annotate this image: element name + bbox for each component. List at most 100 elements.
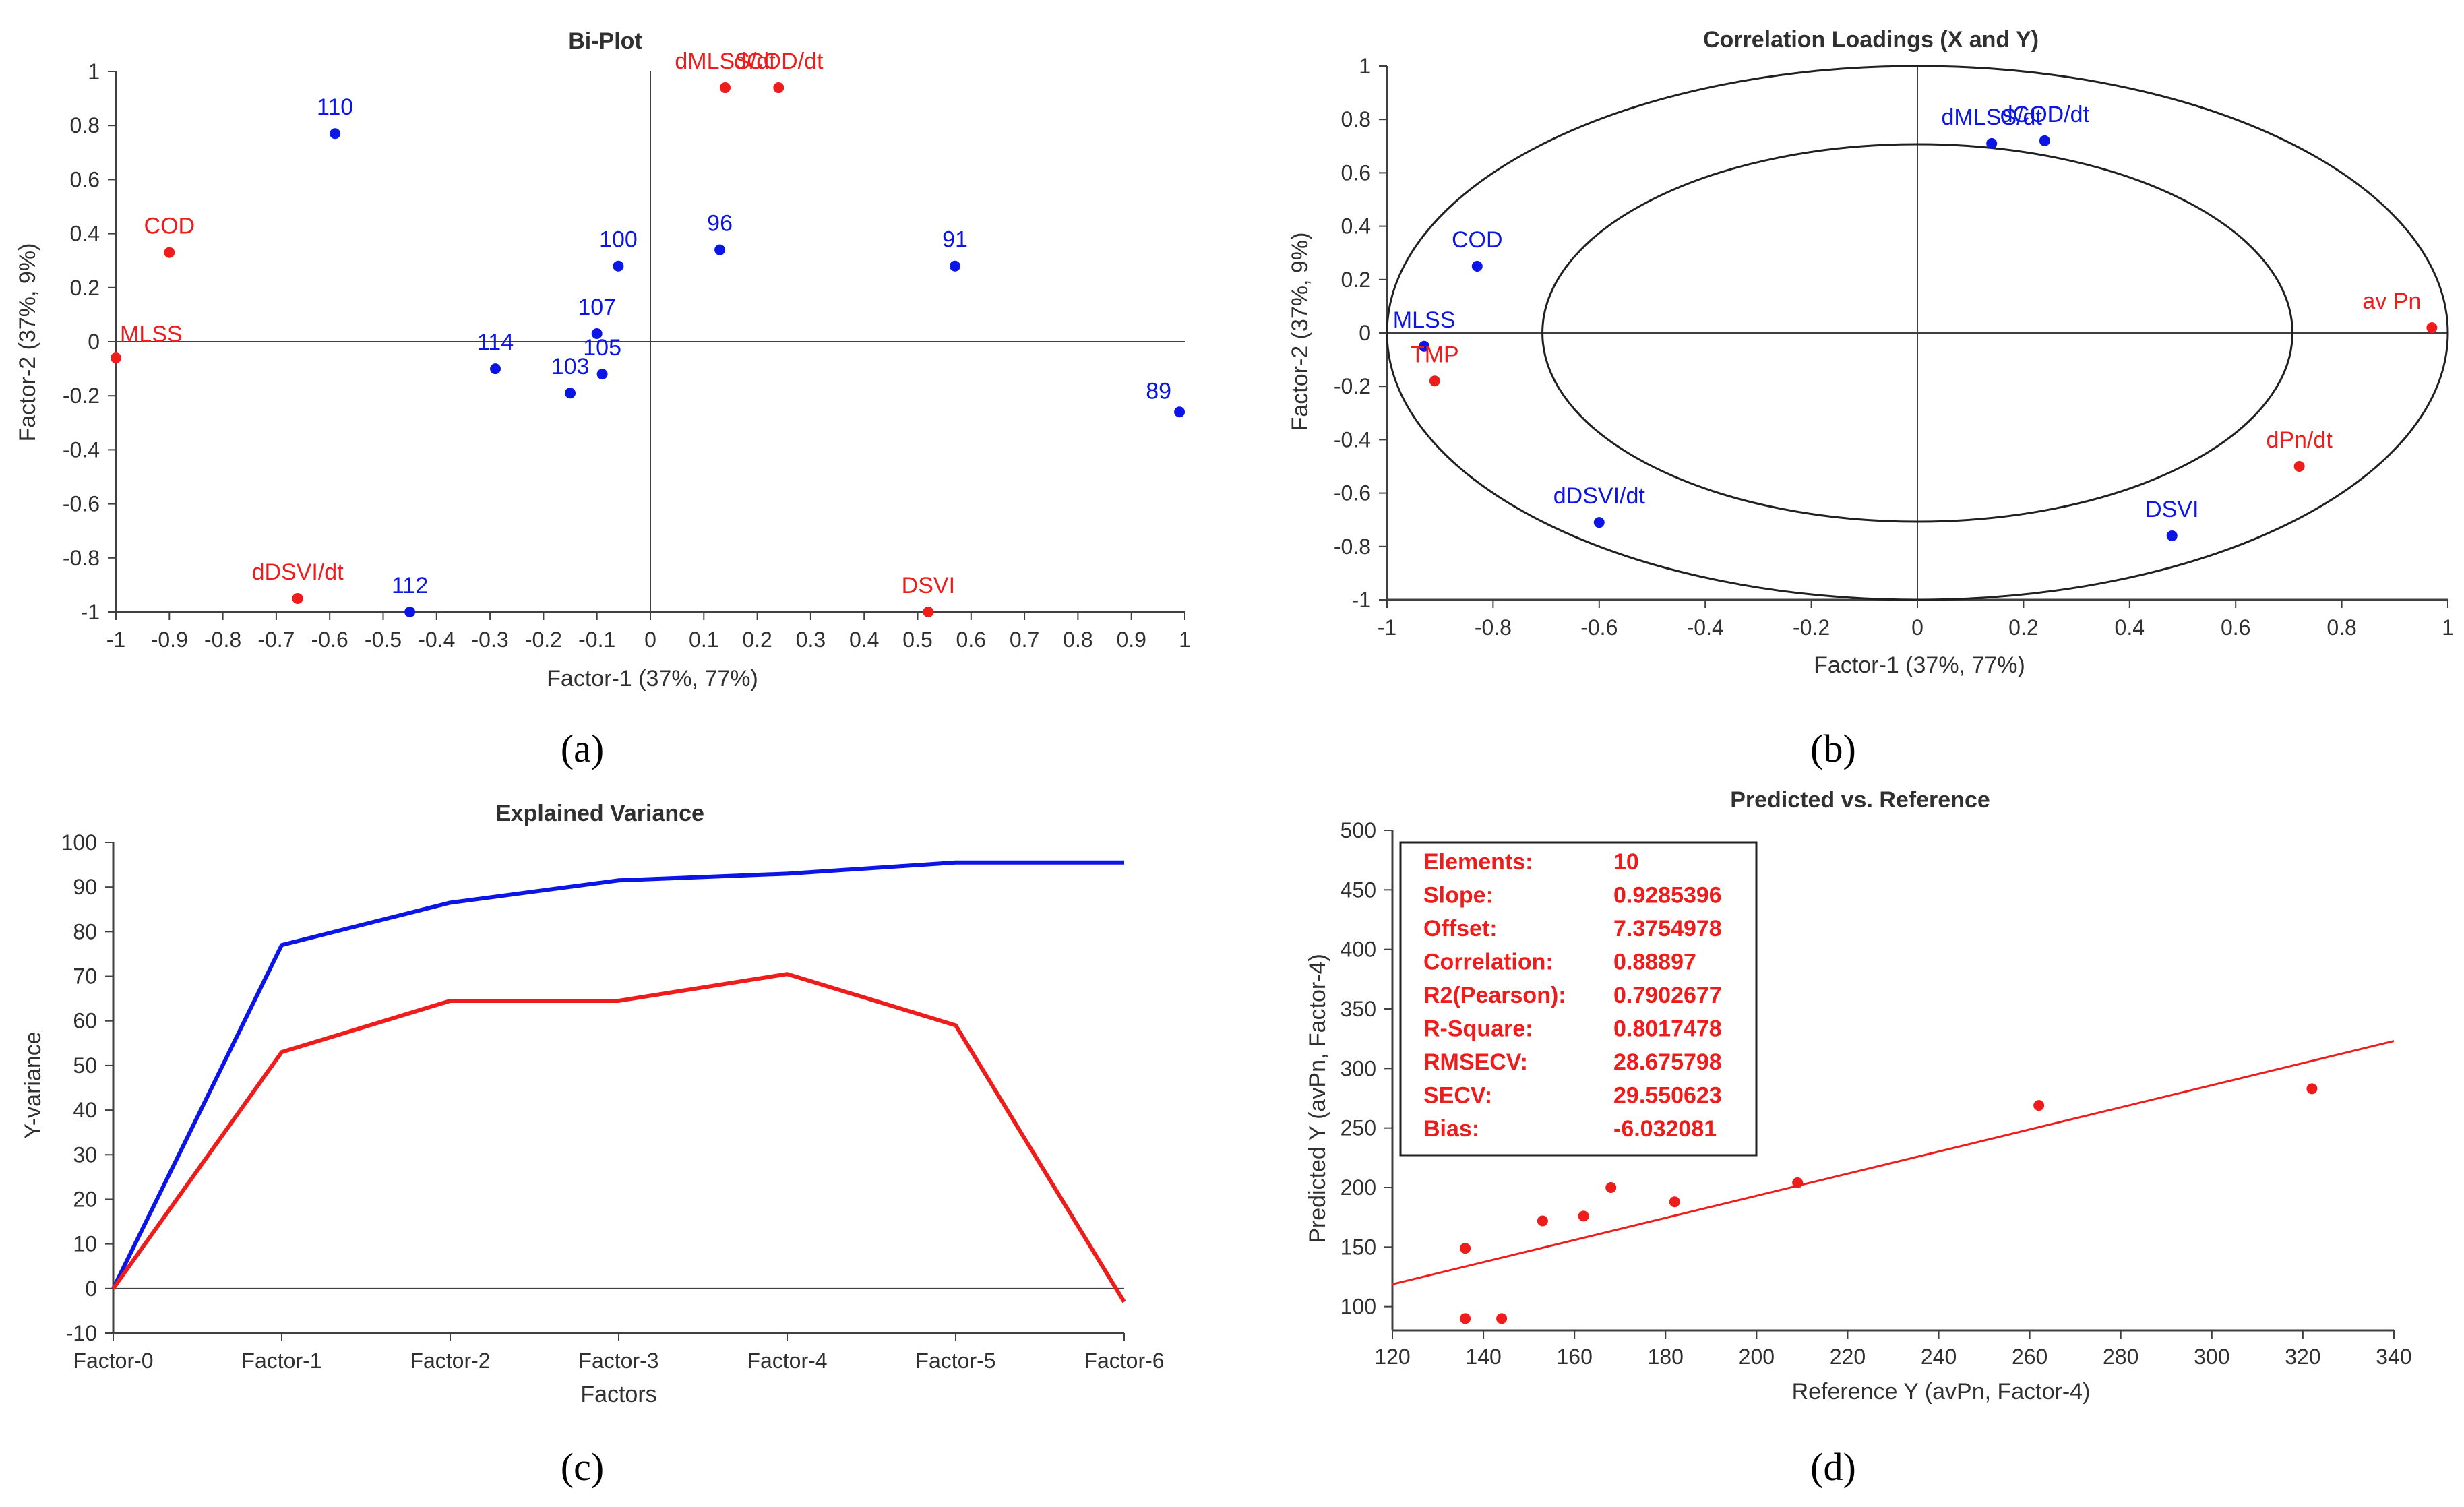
- biplot-xlabel: Factor-1 (37%, 77%): [547, 666, 758, 691]
- stats-label: Slope:: [1423, 883, 1493, 909]
- predicted-point: [1460, 1243, 1471, 1254]
- predicted-point: [1496, 1313, 1508, 1324]
- biplot-x-tick-label: 1: [1179, 627, 1191, 652]
- loadings-y-tick-label: 0.4: [1341, 214, 1371, 239]
- correlation-circle: [1541, 143, 2293, 523]
- stats-box: [1399, 841, 1758, 1157]
- loadings-x-tick-label: 0: [1911, 615, 1923, 640]
- predicted-point: [2033, 1100, 2045, 1111]
- biplot-x-tick-label: 0.2: [742, 627, 772, 652]
- predicted-point: [2306, 1083, 2318, 1095]
- biplot-x-tick-label: -0.3: [472, 627, 509, 652]
- stats-value: 0.88897: [1613, 950, 1696, 975]
- variance-series-line-blue: [111, 860, 1124, 1290]
- variance-y-tick-label: 100: [61, 830, 97, 855]
- biplot-x-tick-label: -0.1: [578, 627, 615, 652]
- predicted-x-tick-label: 240: [1921, 1345, 1957, 1369]
- biplot-point: [613, 260, 624, 272]
- stats-label: Bias:: [1423, 1116, 1479, 1142]
- predicted-point: [1578, 1210, 1589, 1222]
- biplot-x-tick-label: -0.9: [151, 627, 188, 652]
- variance-x-tick-label: Factor-1: [241, 1349, 321, 1373]
- loadings-y-tick-label: 0.8: [1341, 107, 1371, 131]
- loadings-y-tick-label: 0.2: [1341, 268, 1371, 292]
- predicted-y-tick-label: 150: [1341, 1235, 1376, 1259]
- caption-c: (c): [561, 1445, 604, 1489]
- loadings-point-label: dDSVI/dt: [1553, 483, 1646, 509]
- variance-x-tick-label: Factor-2: [410, 1349, 490, 1373]
- loadings-y-tick-label: -0.8: [1334, 534, 1371, 559]
- loadings-x-tick-label: 0.8: [2327, 615, 2356, 640]
- stats-label: Correlation:: [1423, 950, 1553, 975]
- stats-value: 0.9285396: [1613, 883, 1722, 909]
- predicted-x-tick-label: 320: [2285, 1345, 2320, 1369]
- stats-label: R-Square:: [1423, 1016, 1533, 1042]
- explained-variance-title: Explained Variance: [495, 801, 704, 826]
- biplot-point-label: dCOD/dt: [734, 49, 824, 74]
- stats-value: -6.032081: [1613, 1116, 1717, 1142]
- predicted-point: [1537, 1215, 1548, 1227]
- biplot-point: [591, 328, 603, 339]
- variance-y-tick-label: 60: [73, 1009, 97, 1033]
- biplot-x-tick-label: -1: [106, 627, 125, 652]
- biplot-point-label: dDSVI/dt: [252, 559, 344, 585]
- biplot-title: Bi-Plot: [568, 28, 642, 54]
- loadings-point-label: dCOD/dt: [2000, 102, 2090, 127]
- loadings-y-tick-label: -0.4: [1334, 427, 1371, 452]
- loadings-point-label: COD: [1452, 227, 1503, 253]
- predicted-y-tick-label: 200: [1341, 1175, 1376, 1200]
- biplot-x-tick-label: -0.6: [311, 627, 348, 652]
- biplot-point-label: COD: [144, 214, 195, 239]
- loadings-x-tick-label: 0.4: [2115, 615, 2145, 640]
- biplot-point-label: 110: [317, 94, 353, 120]
- predicted-y-tick-label: 100: [1341, 1295, 1376, 1319]
- loadings-point: [1593, 517, 1605, 528]
- caption-b: (b): [1810, 727, 1856, 770]
- biplot-point: [773, 82, 784, 94]
- variance-ylabel: Y-variance: [20, 1031, 46, 1138]
- biplot-point: [596, 369, 608, 380]
- stats-label: Offset:: [1423, 916, 1498, 942]
- predicted-point: [1605, 1182, 1617, 1193]
- variance-plot-area: -10 0 10 20 30 40 50 60 70 80 90 100 Factor-0 Factor-…: [61, 830, 1165, 1373]
- biplot-point-label: MLSS: [120, 321, 183, 347]
- loadings-y-tick-label: 0: [1359, 321, 1371, 345]
- biplot-point: [404, 607, 416, 617]
- variance-x-tick-label: Factor-3: [578, 1349, 658, 1373]
- variance-y-tick-label: 50: [73, 1053, 97, 1078]
- predicted-x-tick-label: 140: [1465, 1345, 1501, 1369]
- predicted-x-tick-label: 220: [1830, 1345, 1866, 1369]
- biplot-point: [292, 592, 303, 604]
- predicted-ylabel: Predicted Y (avPn, Factor-4): [1305, 954, 1330, 1243]
- variance-x-tick-label: Factor-5: [915, 1349, 995, 1373]
- biplot-x-tick-label: 0.6: [956, 627, 986, 652]
- biplot-y-tick-label: -1: [81, 600, 100, 624]
- biplot-point-label: 100: [599, 227, 638, 253]
- caption-a: (a): [561, 727, 604, 770]
- correlation-loadings-title: Correlation Loadings (X and Y): [1703, 27, 2039, 53]
- stats-value: 28.675798: [1613, 1049, 1722, 1075]
- biplot-ylabel: Factor-2 (37%, 9%): [15, 243, 40, 442]
- biplot-plot-area: -1 -0.9 -0.8 -0.7 -0.6 -0.5 -0.4 -0.3 -0.2 -0.1 0 0…: [63, 49, 1191, 652]
- biplot-x-tick-label: -0.4: [418, 627, 455, 652]
- loadings-point: [2293, 461, 2305, 472]
- predicted-y-tick-label: 400: [1341, 937, 1376, 962]
- biplot-point: [923, 607, 934, 617]
- loadings-point-label: dMLSS/dt: [1942, 104, 2043, 130]
- variance-y-tick-label: 40: [73, 1098, 97, 1122]
- predicted-x-tick-label: 180: [1648, 1345, 1684, 1369]
- loadings-x-tick-label: 0.6: [2221, 615, 2250, 640]
- biplot-point: [565, 388, 576, 399]
- stats-label: RMSECV:: [1423, 1049, 1528, 1075]
- biplot-point-label: 103: [551, 354, 590, 379]
- predicted-x-tick-label: 300: [2194, 1345, 2229, 1369]
- predicted-x-tick-label: 280: [2103, 1345, 2138, 1369]
- loadings-y-tick-label: -0.6: [1334, 481, 1371, 505]
- biplot-point: [164, 247, 175, 258]
- loadings-x-tick-label: -1: [1378, 615, 1396, 640]
- loadings-y-tick-label: 0.6: [1341, 160, 1371, 185]
- predicted-point: [1792, 1177, 1804, 1188]
- biplot-x-tick-label: -0.2: [525, 627, 562, 652]
- loadings-x-tick-label: -0.6: [1580, 615, 1618, 640]
- variance-y-tick-label: 10: [73, 1232, 97, 1256]
